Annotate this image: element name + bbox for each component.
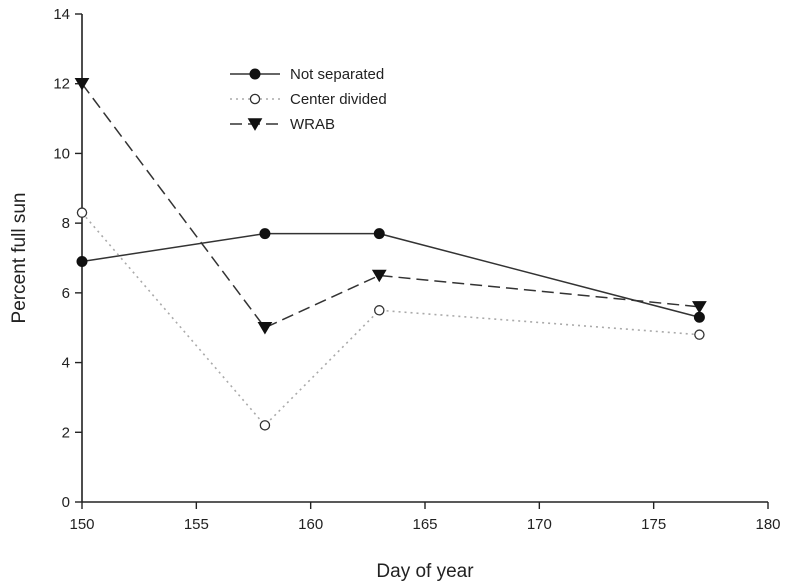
series-line: [81, 83, 700, 329]
data-point: [374, 305, 385, 316]
legend-label: Center divided: [290, 91, 387, 108]
series-1: [76, 207, 705, 431]
series-group: [74, 78, 707, 431]
series-2: [74, 78, 707, 335]
x-tick-label: 160: [298, 516, 323, 533]
x-tick-label: 170: [527, 516, 552, 533]
legend-item: Center divided: [230, 91, 387, 108]
series-line: [81, 232, 700, 318]
data-point: [74, 78, 90, 91]
data-point: [692, 301, 707, 314]
x-tick-label: 155: [184, 516, 209, 533]
data-point: [373, 228, 385, 240]
legend-label: WRAB: [290, 116, 335, 133]
x-axis-title: Day of year: [376, 561, 474, 582]
y-tick-label: 12: [53, 76, 70, 93]
data-point: [76, 255, 88, 267]
legend-item: WRAB: [230, 116, 335, 133]
y-tick-label: 8: [62, 215, 70, 232]
y-tick-label: 6: [62, 285, 70, 302]
y-tick-label: 0: [62, 494, 70, 511]
data-point: [257, 322, 273, 335]
y-tick-label: 10: [53, 145, 70, 162]
data-point: [76, 207, 88, 218]
legend-label: Not separated: [290, 66, 384, 83]
legend-marker: [249, 93, 261, 105]
legend-marker: [249, 68, 261, 80]
legend: Not separated Center divided WRAB: [230, 66, 387, 133]
data-point: [694, 329, 705, 340]
y-tick-label: 4: [62, 355, 70, 372]
data-point: [693, 311, 705, 323]
series-0: [76, 228, 705, 323]
legend-item: Not separated: [230, 66, 384, 83]
data-point: [259, 228, 271, 240]
series-line: [81, 212, 700, 427]
y-axis-title: Percent full sun: [9, 193, 30, 324]
ticks: 0 2 4 6 8 10 12 14 150 155 160 165 170 175 180: [53, 6, 780, 533]
x-tick-label: 175: [641, 516, 666, 533]
data-point: [371, 269, 387, 283]
legend-marker: [247, 118, 263, 131]
x-tick-label: 165: [412, 516, 437, 533]
y-tick-label: 2: [62, 424, 70, 441]
y-tick-label: 14: [53, 6, 70, 23]
data-point: [259, 420, 271, 431]
x-tick-label: 150: [69, 516, 94, 533]
axes: [81, 14, 768, 503]
x-tick-label: 180: [755, 516, 780, 533]
